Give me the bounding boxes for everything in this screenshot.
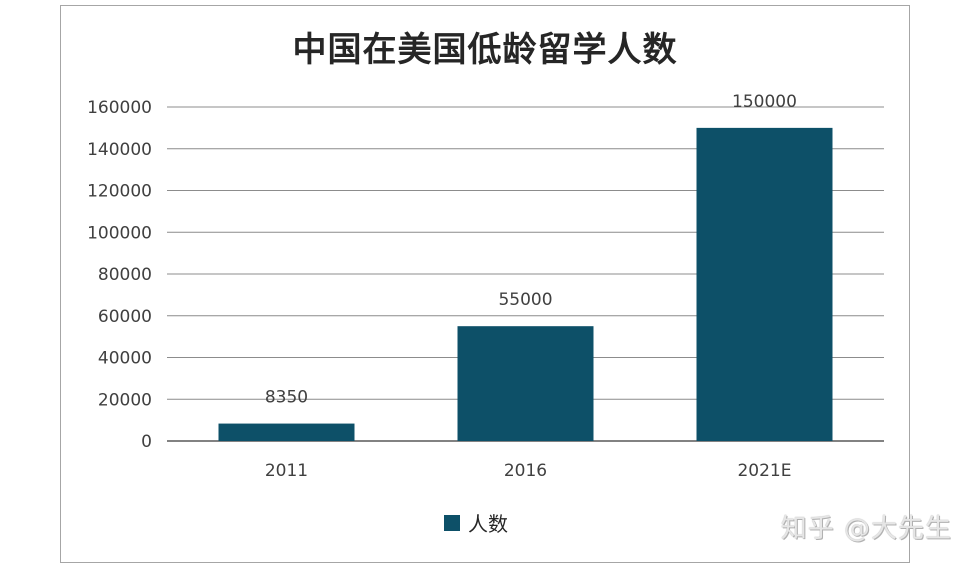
y-tick-label: 40000 (98, 349, 152, 369)
x-tick-label: 2011 (265, 461, 308, 481)
y-tick-label: 160000 (87, 98, 152, 118)
x-tick-label: 2021E (737, 461, 791, 481)
data-labels: 8350 55000 150000 (265, 92, 797, 408)
y-tick-labels: 0 20000 40000 60000 80000 100000 120000 140000 1… (87, 98, 152, 452)
x-tick-label: 2016 (504, 461, 547, 481)
bar (218, 423, 355, 441)
y-tick-label: 20000 (98, 390, 152, 410)
y-tick-label: 0 (141, 432, 152, 452)
y-tick-label: 80000 (98, 265, 152, 285)
data-label: 8350 (265, 388, 308, 408)
y-tick-label: 140000 (87, 140, 152, 160)
legend-label: 人数 (468, 512, 508, 536)
bars (218, 127, 833, 441)
legend: 人数 (444, 508, 508, 537)
y-tick-label: 60000 (98, 307, 152, 327)
watermark: 知乎 @大先生 (780, 514, 952, 544)
x-tick-labels: 2011 2016 2021E (265, 461, 792, 481)
data-label: 55000 (498, 290, 552, 310)
data-label: 150000 (732, 92, 797, 112)
y-tick-label: 120000 (87, 182, 152, 202)
chart-title: 中国在美国低龄留学人数 (292, 30, 678, 70)
legend-swatch (444, 514, 460, 531)
bar (696, 127, 833, 441)
y-tick-label: 100000 (87, 223, 152, 243)
bar (457, 326, 594, 441)
